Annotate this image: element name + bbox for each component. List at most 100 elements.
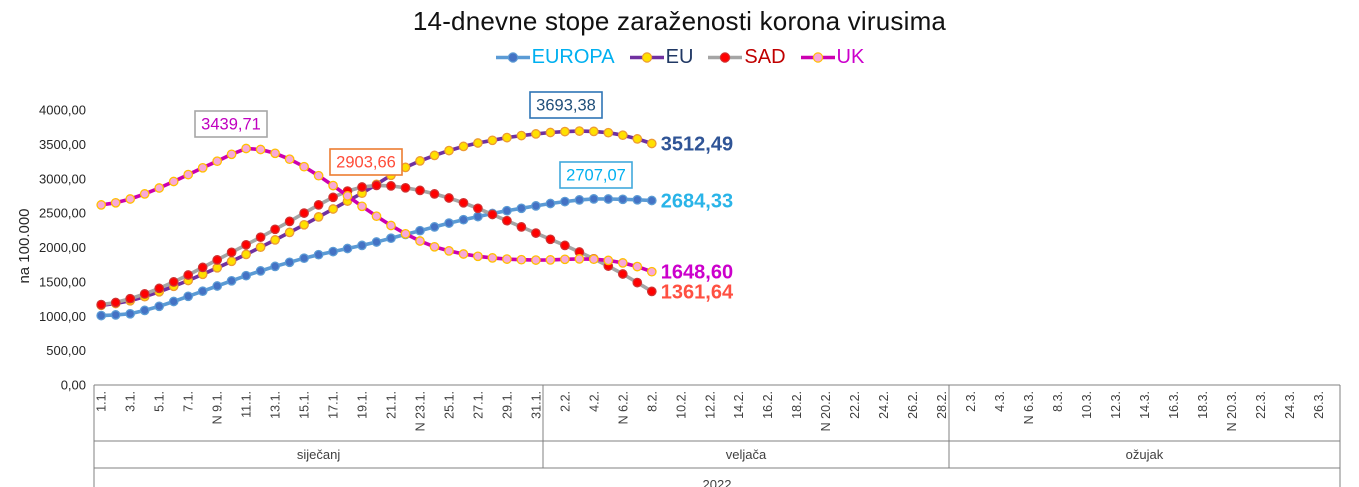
x-tick-label: 31.1.	[529, 391, 543, 419]
legend-item-eu: EU	[629, 46, 694, 69]
x-tick-label: 18.3.	[1196, 391, 1210, 419]
x-tick-label: 29.1.	[500, 391, 514, 419]
series-marker-europa	[241, 270, 251, 281]
series-marker-europa	[632, 194, 643, 205]
y-tick-label: 2500,00	[39, 206, 86, 221]
series-marker-eu	[588, 126, 599, 137]
series-marker-uk	[284, 154, 295, 165]
series-marker-europa	[299, 253, 309, 264]
series-marker-europa	[284, 257, 295, 268]
series-marker-eu	[574, 126, 585, 136]
x-axis-tick-labels: 1.1. 3.1. 5.1. 7.1. N 9.1. 11.1. 13.1. 15.1. 17.…	[95, 391, 1326, 431]
x-tick-label: N 20.2.	[819, 391, 833, 431]
series-marker-sad	[617, 269, 628, 279]
series-marker-europa	[531, 201, 541, 211]
series-marker-uk	[299, 161, 309, 172]
x-tick-label: 11.1.	[240, 391, 254, 418]
x-tick-label: 22.2.	[848, 391, 862, 419]
series-marker-uk	[241, 143, 251, 154]
series-marker-sad	[270, 224, 280, 235]
series-marker-europa	[574, 195, 585, 205]
series-marker-sad	[458, 197, 469, 208]
series-marker-europa	[473, 211, 483, 222]
y-tick-label: 0,00	[61, 378, 86, 393]
series-marker-uk	[458, 249, 469, 259]
y-tick-label: 3500,00	[39, 137, 86, 152]
y-tick-label: 500,00	[46, 343, 86, 358]
series-marker-europa	[125, 308, 136, 319]
series-marker-eu	[560, 126, 570, 137]
series-marker-sad	[560, 240, 570, 251]
series-marker-sad	[241, 239, 251, 250]
x-tick-label: 26.3.	[1312, 391, 1326, 419]
x-tick-label: 5.1.	[153, 391, 167, 412]
x-tick-label: N 6.2.	[616, 391, 630, 424]
series-marker-europa	[342, 243, 353, 254]
series-marker-europa	[458, 214, 469, 225]
series-marker-sad	[429, 189, 440, 199]
legend-marker-europa	[495, 52, 530, 63]
series-marker-europa	[313, 249, 324, 260]
series-marker-europa	[96, 310, 107, 321]
x-tick-label: 24.2.	[877, 391, 891, 419]
series-marker-uk	[415, 236, 425, 246]
series-marker-sad	[212, 255, 223, 265]
series-marker-eu	[646, 138, 657, 149]
series-marker-uk	[545, 255, 556, 265]
y-tick-label: 1500,00	[39, 274, 86, 289]
series-marker-eu	[632, 134, 643, 144]
peak-data-labels: 2707,07 3693,38 2903,66 3439,71	[194, 91, 633, 189]
peak-label-eu: 3693,38	[536, 97, 596, 115]
series-marker-sad	[502, 215, 512, 226]
series-marker-eu	[545, 127, 556, 138]
series-marker-uk	[96, 200, 107, 210]
x-tick-label: 7.1.	[182, 391, 196, 412]
series-uk	[96, 143, 657, 277]
series-marker-europa	[139, 305, 150, 316]
series-marker-eu	[458, 141, 469, 152]
x-tick-label: 8.3.	[1051, 391, 1065, 412]
x-tick-label: 3.1.	[124, 391, 138, 412]
x-tick-label: 14.2.	[732, 391, 746, 419]
x-tick-label: 8.2.	[645, 391, 659, 412]
series-marker-eu	[444, 145, 454, 156]
series-marker-europa	[516, 203, 527, 214]
series-marker-europa	[357, 240, 367, 251]
x-tick-label: 12.2.	[703, 391, 717, 419]
series-marker-uk	[270, 148, 280, 159]
legend-label-europa: EUROPA	[531, 46, 615, 68]
x-tick-label: 26.2.	[906, 391, 920, 419]
x-tick-label: N 9.1.	[211, 391, 225, 424]
series-marker-sad	[531, 228, 541, 238]
series-marker-eu	[212, 262, 223, 273]
series-marker-sad	[415, 185, 425, 196]
end-label-eu: 3512,49	[661, 134, 733, 156]
series-marker-eu	[502, 132, 512, 143]
series-marker-uk	[516, 254, 527, 265]
series-marker-uk	[255, 144, 266, 155]
series-marker-europa	[646, 195, 657, 206]
series-marker-sad	[125, 293, 136, 304]
x-tick-label: 10.2.	[674, 391, 688, 419]
chart-title: 14-dnevne stope zaraženosti korona virus…	[412, 6, 947, 36]
series-marker-eu	[328, 204, 338, 214]
series-marker-europa	[168, 296, 179, 307]
peak-label-uk: 3439,71	[201, 116, 261, 134]
legend-label-eu: EU	[665, 46, 694, 68]
month-label: siječanj	[297, 447, 340, 462]
series-marker-europa	[183, 291, 194, 302]
legend-marker-eu	[629, 52, 664, 63]
series-marker-eu	[473, 138, 483, 148]
series-marker-sad	[444, 193, 454, 203]
legend-label-sad: SAD	[744, 46, 786, 68]
series-marker-uk	[502, 254, 512, 264]
peak-label-sad: 2903,66	[336, 154, 396, 172]
series-marker-sad	[386, 181, 396, 191]
series-marker-eu	[255, 242, 266, 253]
x-tick-label: 27.1.	[471, 391, 485, 419]
peak-label-box-uk	[194, 110, 268, 138]
series-marker-uk	[400, 228, 411, 239]
series-marker-eu	[617, 130, 628, 141]
x-tick-label: 25.1.	[442, 391, 456, 419]
